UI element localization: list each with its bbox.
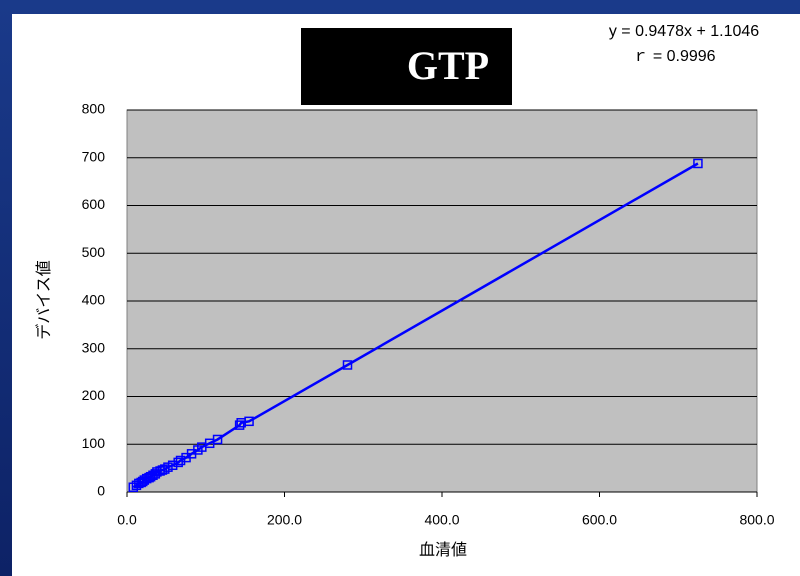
y-tick-label: 300 bbox=[82, 339, 106, 355]
y-tick-label: 700 bbox=[82, 148, 106, 164]
data-point bbox=[157, 465, 168, 475]
correlation: ｒ = 0.9996 bbox=[632, 48, 715, 65]
y-tick-label: 400 bbox=[82, 292, 106, 308]
x-axis-label: 血清値 bbox=[419, 541, 467, 559]
y-tick-label: 600 bbox=[82, 196, 106, 212]
title-box bbox=[301, 28, 512, 105]
x-tick-label: 0.0 bbox=[117, 512, 137, 528]
equation: y = 0.9478x + 1.1046 bbox=[609, 23, 759, 40]
y-tick-label: 100 bbox=[82, 435, 106, 451]
y-tick-label: 800 bbox=[82, 101, 106, 117]
data-point bbox=[212, 434, 223, 445]
chart-title: GTP bbox=[407, 43, 489, 88]
y-tick-label: 500 bbox=[82, 244, 106, 260]
data-point bbox=[342, 360, 353, 370]
data-point bbox=[244, 416, 254, 427]
x-tick-label: 200.0 bbox=[267, 512, 302, 528]
data-point bbox=[167, 460, 178, 471]
data-point bbox=[173, 457, 183, 468]
x-tick-label: 400.0 bbox=[424, 512, 459, 528]
data-point bbox=[693, 158, 703, 169]
y-axis-label: デバイス値 bbox=[34, 260, 53, 340]
y-tick-label: 0 bbox=[97, 483, 105, 499]
x-tick-label: 800.0 bbox=[739, 512, 774, 528]
data-point bbox=[234, 420, 245, 430]
x-tick-label: 600.0 bbox=[582, 512, 617, 528]
data-point bbox=[175, 455, 186, 466]
y-tick-label: 200 bbox=[82, 387, 106, 403]
